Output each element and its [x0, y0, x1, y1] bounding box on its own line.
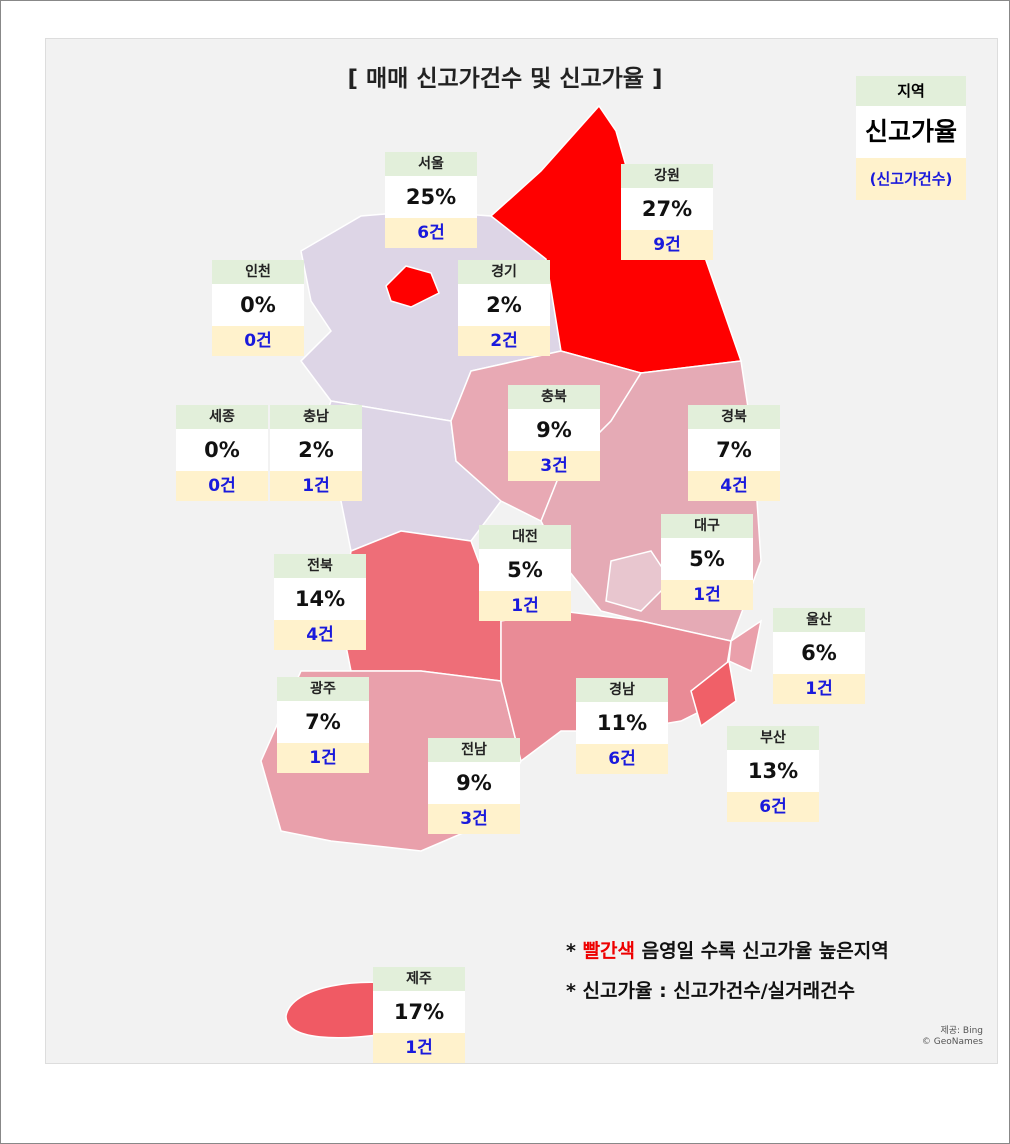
region-box: 충북 9% 3건: [508, 385, 600, 481]
region-count: 1건: [479, 591, 571, 621]
region-rate: 2%: [458, 284, 550, 326]
title: [ 매매 신고가건수 및 신고가율 ]: [347, 66, 663, 92]
region-rate: 7%: [688, 429, 780, 471]
region-name: 제주: [373, 967, 465, 991]
region-count: 4건: [274, 620, 366, 650]
region-name: 세종: [176, 405, 268, 429]
region-rate: 17%: [373, 991, 465, 1033]
region-box: 서울 25% 6건: [385, 152, 477, 248]
note-highlight: 빨간색: [582, 940, 636, 962]
region-count: 3건: [508, 451, 600, 481]
region-name: 충북: [508, 385, 600, 409]
region-box: 충남 2% 1건: [270, 405, 362, 501]
region-rate: 6%: [773, 632, 865, 674]
region-name: 경기: [458, 260, 550, 284]
region-rate: 5%: [661, 538, 753, 580]
region-rate: 9%: [508, 409, 600, 451]
region-name: 전남: [428, 738, 520, 762]
region-name: 부산: [727, 726, 819, 750]
region-rate: 0%: [176, 429, 268, 471]
region-count: 1건: [661, 580, 753, 610]
region-box: 울산 6% 1건: [773, 608, 865, 704]
legend-region: 지역: [856, 76, 966, 106]
region-name: 서울: [385, 152, 477, 176]
credit: 제공: Bing: [940, 1026, 983, 1036]
note: * 신고가율 : 신고가건수/실거래건수: [566, 980, 856, 1002]
region-count: 3건: [428, 804, 520, 834]
legend-rate: 신고가율: [856, 106, 966, 158]
credit: © GeoNames: [921, 1037, 983, 1047]
region-rate: 7%: [277, 701, 369, 743]
region-count: 1건: [773, 674, 865, 704]
region-box: 전남 9% 3건: [428, 738, 520, 834]
legend-count: (신고가건수): [856, 158, 966, 200]
note: * 빨간색 음영일 수록 신고가율 높은지역: [566, 936, 889, 963]
region-name: 경북: [688, 405, 780, 429]
region-name: 전북: [274, 554, 366, 578]
region-rate: 14%: [274, 578, 366, 620]
region-name: 경남: [576, 678, 668, 702]
region-name: 광주: [277, 677, 369, 701]
seoul: [385, 265, 440, 308]
region-count: 2건: [458, 326, 550, 356]
region-box: 인천 0% 0건: [212, 260, 304, 356]
region-box: 강원 27% 9건: [621, 164, 713, 260]
region-count: 0건: [212, 326, 304, 356]
region-rate: 0%: [212, 284, 304, 326]
region-count: 6건: [576, 744, 668, 774]
region-rate: 27%: [621, 188, 713, 230]
region-box: 경남 11% 6건: [576, 678, 668, 774]
region-box: 광주 7% 1건: [277, 677, 369, 773]
note-text: 음영일 수록 신고가율 높은지역: [641, 940, 889, 962]
region-count: 4건: [688, 471, 780, 501]
note-prefix: *: [566, 940, 576, 962]
region-rate: 25%: [385, 176, 477, 218]
region-box: 대전 5% 1건: [479, 525, 571, 621]
region-name: 대전: [479, 525, 571, 549]
region-count: 1건: [270, 471, 362, 501]
region-box: 전북 14% 4건: [274, 554, 366, 650]
region-name: 충남: [270, 405, 362, 429]
ulsan: [728, 619, 763, 673]
region-count: 0건: [176, 471, 268, 501]
region-rate: 2%: [270, 429, 362, 471]
region-name: 인천: [212, 260, 304, 284]
busan: [690, 659, 737, 728]
region-name: 강원: [621, 164, 713, 188]
region-box: 경북 7% 4건: [688, 405, 780, 501]
region-rate: 11%: [576, 702, 668, 744]
region-box: 세종 0% 0건: [176, 405, 268, 501]
daegu: [605, 550, 672, 612]
region-name: 대구: [661, 514, 753, 538]
region-count: 1건: [373, 1033, 465, 1063]
region-rate: 5%: [479, 549, 571, 591]
region-count: 6건: [385, 218, 477, 248]
region-box: 제주 17% 1건: [373, 967, 465, 1063]
region-box: 부산 13% 6건: [727, 726, 819, 822]
region-name: 울산: [773, 608, 865, 632]
region-count: 6건: [727, 792, 819, 822]
region-box: 대구 5% 1건: [661, 514, 753, 610]
region-rate: 13%: [727, 750, 819, 792]
legend: 지역 신고가율 (신고가건수): [856, 76, 966, 200]
region-rate: 9%: [428, 762, 520, 804]
region-count: 9건: [621, 230, 713, 260]
region-count: 1건: [277, 743, 369, 773]
region-box: 경기 2% 2건: [458, 260, 550, 356]
